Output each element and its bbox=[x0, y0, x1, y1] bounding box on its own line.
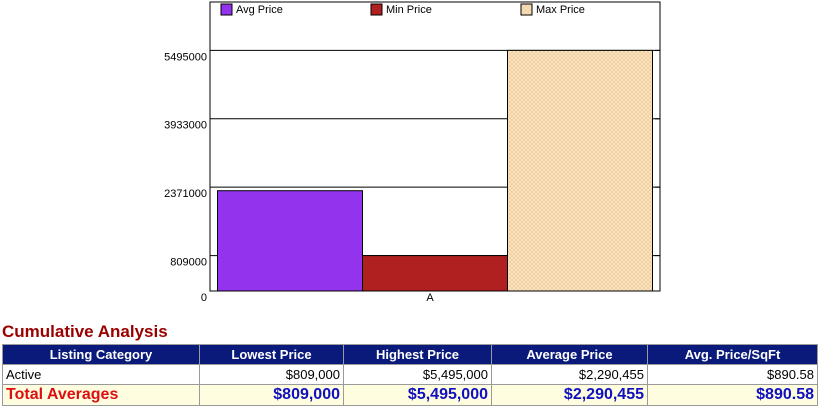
y-tick-label: 3933000 bbox=[164, 120, 207, 132]
column-header: Highest Price bbox=[343, 344, 492, 365]
bar bbox=[362, 255, 508, 292]
legend-label: Max Price bbox=[536, 4, 585, 16]
legend-swatch bbox=[370, 3, 383, 16]
legend-swatch bbox=[220, 3, 233, 16]
cell: $890.58 bbox=[647, 384, 818, 406]
total-row: Total Averages $809,000 $5,495,000 $2,29… bbox=[2, 384, 818, 406]
bar bbox=[217, 190, 363, 292]
y-tick-label: 0 bbox=[201, 292, 207, 304]
cell: $2,290,455 bbox=[491, 384, 648, 406]
x-tick-label: A bbox=[426, 292, 434, 304]
cell: $890.58 bbox=[647, 364, 818, 385]
legend-label: Min Price bbox=[386, 4, 432, 16]
cell: $2,290,455 bbox=[491, 364, 648, 385]
cell: $5,495,000 bbox=[343, 364, 492, 385]
cell: Total Averages bbox=[2, 384, 200, 406]
column-header: Listing Category bbox=[2, 344, 200, 365]
cell: Active bbox=[2, 364, 200, 385]
column-header: Average Price bbox=[491, 344, 648, 365]
chart: 0 809000 2371000 3933000 5495000 Avg Price Min… bbox=[164, 1, 661, 304]
column-header: Lowest Price bbox=[199, 344, 344, 365]
legend-swatch bbox=[520, 3, 533, 16]
y-tick-label: 809000 bbox=[170, 256, 207, 268]
cell: $5,495,000 bbox=[343, 384, 492, 406]
bar bbox=[507, 49, 653, 292]
section-title: Cumulative Analysis bbox=[2, 322, 168, 341]
column-header: Avg. Price/SqFt bbox=[647, 344, 818, 365]
cell: $809,000 bbox=[199, 384, 344, 406]
summary-table: Listing Category Lowest Price Highest Pr… bbox=[2, 344, 818, 406]
cell: $809,000 bbox=[199, 364, 344, 385]
data-row: Active $809,000 $5,495,000 $2,290,455 $8… bbox=[2, 364, 818, 385]
header-row: Listing Category Lowest Price Highest Pr… bbox=[2, 344, 818, 365]
y-tick-label: 2371000 bbox=[164, 188, 207, 200]
legend-label: Avg Price bbox=[236, 4, 283, 16]
y-tick-label: 5495000 bbox=[164, 51, 207, 63]
